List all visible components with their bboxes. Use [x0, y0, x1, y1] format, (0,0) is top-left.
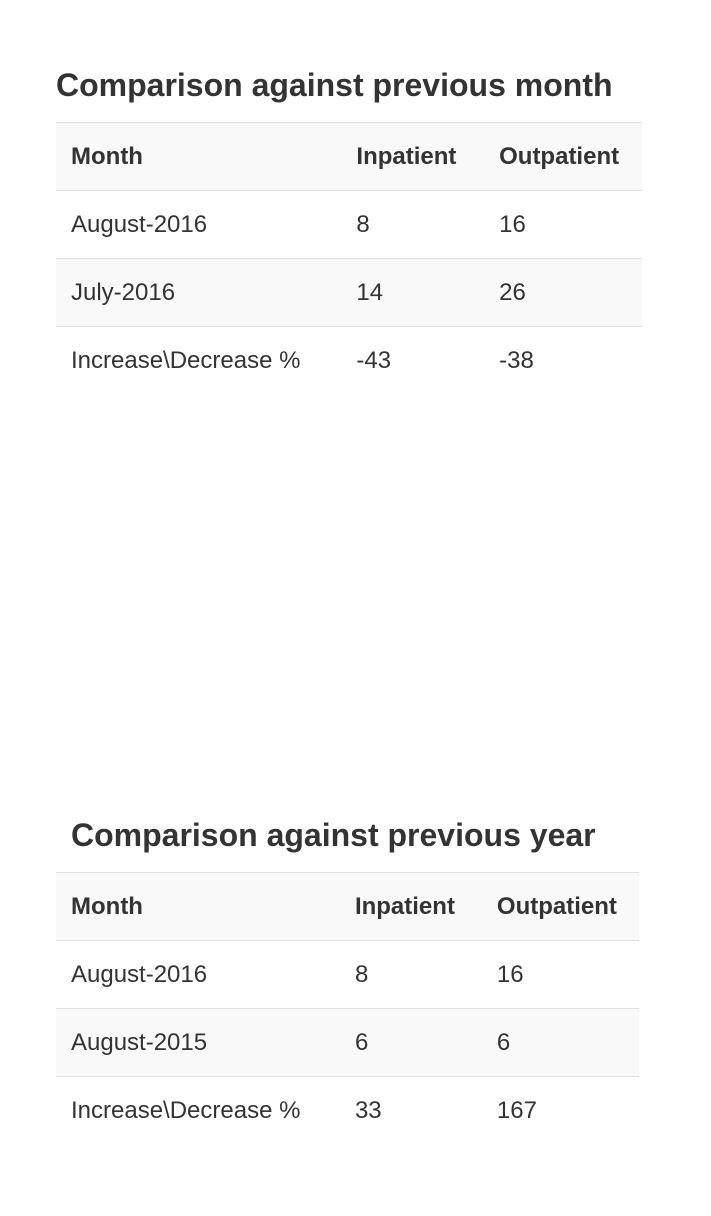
cell-inpatient: 14	[341, 258, 485, 327]
previous-month-section: Comparison against previous month Month …	[56, 66, 642, 394]
cell-outpatient: 16	[484, 190, 642, 259]
cell-outpatient: -38	[484, 326, 642, 394]
previous-month-table: Month Inpatient Outpatient August-2016 8…	[56, 122, 642, 394]
header-outpatient: Outpatient	[481, 872, 639, 941]
table-row: August-2016 8 16	[56, 190, 642, 259]
previous-year-table: Month Inpatient Outpatient August-2016 8…	[56, 872, 639, 1144]
cell-month: August-2016	[56, 940, 340, 1009]
cell-month: August-2015	[56, 1008, 340, 1077]
header-month: Month	[56, 122, 342, 191]
header-inpatient: Inpatient	[339, 872, 482, 941]
cell-inpatient: 8	[341, 190, 485, 259]
cell-outpatient: 16	[481, 940, 639, 1009]
table-header-row: Month Inpatient Outpatient	[56, 872, 639, 941]
table-row: July-2016 14 26	[56, 258, 642, 327]
cell-month: Increase\Decrease %	[56, 326, 342, 394]
table-header-row: Month Inpatient Outpatient	[56, 122, 642, 191]
section-title: Comparison against previous month	[56, 67, 613, 103]
cell-month: Increase\Decrease %	[56, 1076, 340, 1144]
table-row: August-2015 6 6	[56, 1008, 639, 1077]
header-inpatient: Inpatient	[341, 122, 485, 191]
cell-inpatient: 33	[339, 1076, 482, 1144]
cell-outpatient: 26	[484, 258, 642, 327]
cell-month: August-2016	[56, 190, 342, 259]
cell-outpatient: 6	[481, 1008, 639, 1077]
cell-inpatient: 6	[339, 1008, 482, 1077]
section-title: Comparison against previous year	[71, 817, 596, 853]
cell-inpatient: 8	[339, 940, 482, 1009]
table-row: Increase\Decrease % -43 -38	[56, 326, 642, 394]
table-row: August-2016 8 16	[56, 940, 639, 1009]
cell-outpatient: 167	[481, 1076, 639, 1144]
header-month: Month	[56, 872, 340, 941]
cell-inpatient: -43	[341, 326, 485, 394]
table-row: Increase\Decrease % 33 167	[56, 1076, 639, 1144]
previous-year-section: Comparison against previous year Month I…	[56, 816, 639, 1144]
header-outpatient: Outpatient	[484, 122, 642, 191]
cell-month: July-2016	[56, 258, 342, 327]
